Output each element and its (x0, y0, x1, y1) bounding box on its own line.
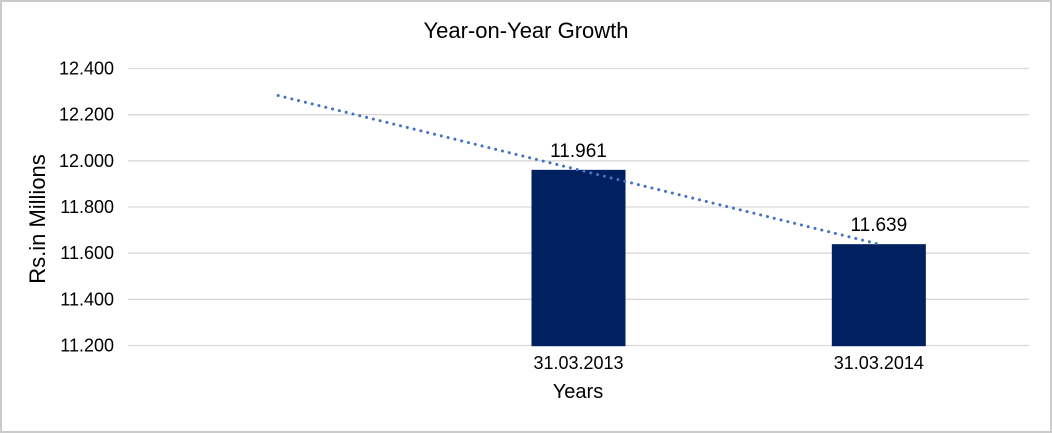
y-tick-label: 12.000 (59, 151, 114, 171)
x-tick-label: 31.03.2013 (533, 353, 623, 373)
x-axis-title: Years (552, 381, 604, 403)
y-tick-label: 11.800 (60, 197, 114, 217)
chart-title: Year-on-Year Growth (423, 18, 629, 43)
y-tick-label: 11.200 (60, 336, 114, 356)
bar-value-label: 11.961 (550, 141, 607, 162)
bar-value-label: 11.639 (850, 215, 907, 236)
trendline (276, 94, 881, 246)
x-tick-label: 31.03.2014 (834, 353, 924, 373)
y-tick-label: 12.200 (59, 105, 114, 125)
y-tick-label: 11.400 (60, 289, 114, 309)
y-tick-label: 11.600 (60, 243, 114, 263)
bar (531, 169, 626, 347)
bar (831, 244, 926, 347)
y-axis-title: Rs.in Millions (25, 154, 50, 284)
y-tick-label: 12.400 (59, 59, 114, 79)
